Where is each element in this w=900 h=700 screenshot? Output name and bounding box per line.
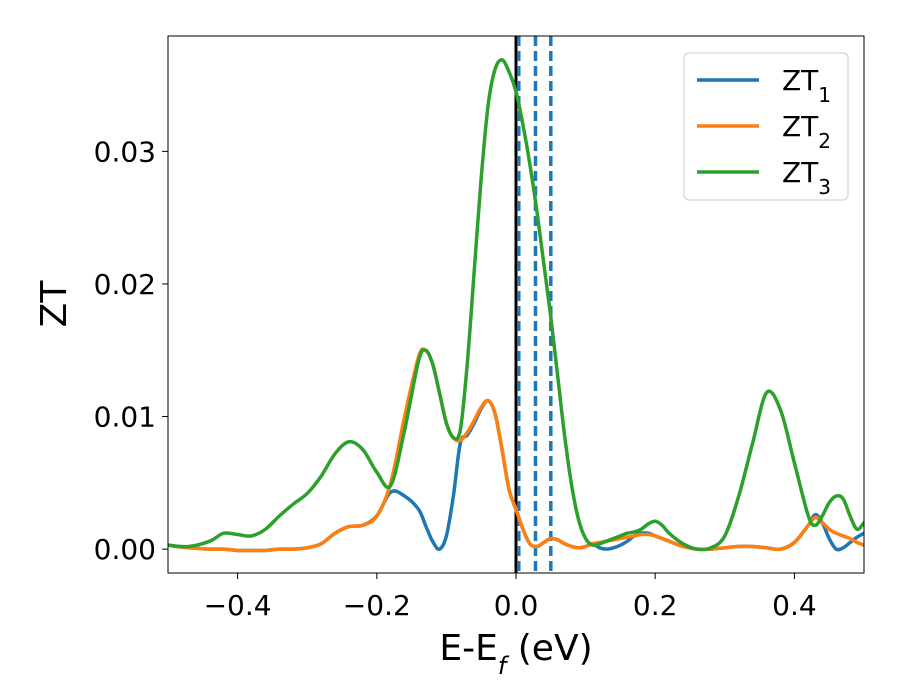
y-axis-label: ZT (34, 280, 75, 328)
legend-box (683, 52, 849, 201)
x-tick-label: 0.2 (633, 589, 678, 622)
y-axis: 0.00 0.01 0.02 0.03 (94, 135, 168, 566)
series-layer (168, 58, 864, 553)
legend-label-zt1: ZT1 (782, 64, 831, 107)
y-tick-label: 0.01 (94, 401, 156, 434)
y-tick-label: 0.03 (94, 135, 156, 168)
x-tick-label: 0.4 (772, 589, 817, 622)
x-axis-label-main: E-E (439, 628, 497, 669)
x-tick-label: −0.4 (204, 589, 272, 622)
y-tick-label: 0.00 (94, 533, 156, 566)
series-line-zt3 (168, 58, 864, 552)
legend-label-zt2: ZT2 (782, 110, 831, 153)
x-axis-label: E-Ef (eV) (439, 628, 592, 680)
legend-label-zt3: ZT3 (782, 156, 831, 199)
x-axis: −0.4 −0.2 0.0 0.2 0.4 (204, 573, 817, 622)
reference-lines (514, 36, 553, 573)
series-line-zt2 (168, 347, 864, 553)
x-tick-label: −0.2 (343, 589, 411, 622)
y-tick-label: 0.02 (94, 268, 156, 301)
x-axis-label-suffix: (eV) (506, 628, 592, 669)
x-tick-label: 0.0 (494, 589, 539, 622)
